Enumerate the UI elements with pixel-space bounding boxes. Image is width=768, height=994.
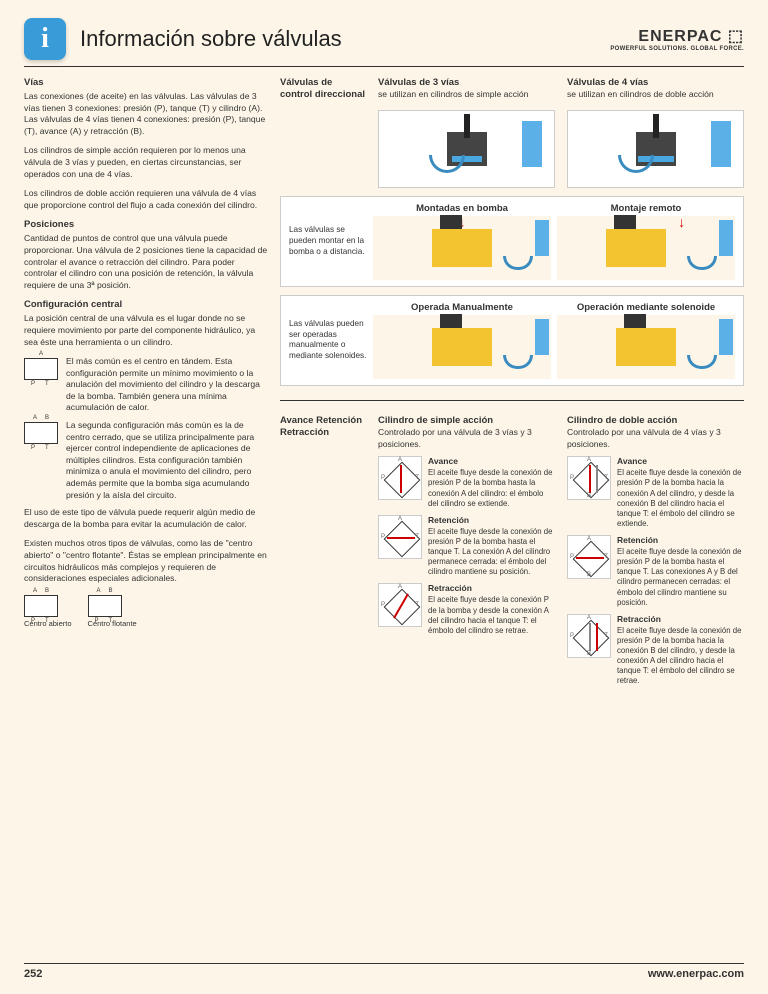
footer-url: www.enerpac.com xyxy=(648,968,744,980)
brand-block: ENERPAC ⬚ POWERFUL SOLUTIONS. GLOBAL FOR… xyxy=(610,26,744,52)
valve-type-grid: Válvulas de control direccional Válvulas… xyxy=(280,77,744,188)
pump-remote-image: ↓ xyxy=(557,216,735,280)
s-avance-text: El aceite fluye desde la conexión de pre… xyxy=(428,468,552,507)
cerrado-schematic-icon: A B P T xyxy=(24,422,58,444)
schematic-icon: APTB xyxy=(567,614,611,658)
simple-sub: Controlado por una válvula de 3 vías y 3… xyxy=(378,427,555,450)
otros-p: Existen muchos otros tipos de válvulas, … xyxy=(24,538,268,584)
simple-title: Cilindro de simple acción xyxy=(378,415,555,427)
page-number: 252 xyxy=(24,968,42,980)
control-title: Válvulas de control direccional xyxy=(280,77,366,102)
arr-title: Avance Retención Retracción xyxy=(280,415,366,451)
avance-label: Avance xyxy=(617,456,744,467)
cerrado-row: A B P T La segunda configuración más com… xyxy=(24,420,268,501)
section-divider xyxy=(280,400,744,401)
v3-sub: se utilizan en cilindros de simple acció… xyxy=(378,89,555,101)
doble-title: Cilindro de doble acción xyxy=(567,415,744,427)
centro-abierto-schematic-icon: A B P T xyxy=(24,595,58,617)
vias-p3: Los cilindros de doble acción requieren … xyxy=(24,188,268,211)
valve-3way-image xyxy=(378,110,555,188)
brand-tagline: POWERFUL SOLUTIONS. GLOBAL FORCE. xyxy=(610,46,744,52)
brand-name: ENERPAC ⬚ xyxy=(610,26,744,46)
page-footer: 252 www.enerpac.com xyxy=(24,963,744,980)
schematic-icon: APT xyxy=(378,583,422,627)
right-column: Válvulas de control direccional Válvulas… xyxy=(280,77,744,693)
info-icon: i xyxy=(24,18,66,60)
mount1-label: Las válvulas se pueden montar en la bomb… xyxy=(289,225,367,257)
header-divider xyxy=(24,66,744,67)
simple-retraccion: APT RetracciónEl aceite fluye desde la c… xyxy=(378,583,555,636)
pump-mounted-image: ↓ xyxy=(373,216,551,280)
vias-p2: Los cilindros de simple acción requieren… xyxy=(24,145,268,180)
tandem-text: El más común es el centro en tándem. Est… xyxy=(66,356,268,414)
d-avance-text: El aceite fluye desde la conexión de pre… xyxy=(617,468,741,528)
pump-solenoid-image xyxy=(557,315,735,379)
v4-title: Válvulas de 4 vías xyxy=(567,77,744,89)
schematic-icon: APTB xyxy=(567,535,611,579)
mount-block-2: Las válvulas pueden ser operadas manualm… xyxy=(280,295,744,386)
page-title: Información sobre válvulas xyxy=(80,26,342,52)
simple-avance: APT AvanceEl aceite fluye desde la conex… xyxy=(378,456,555,509)
pump-manual-image xyxy=(373,315,551,379)
doble-retraccion: APTB RetracciónEl aceite fluye desde la … xyxy=(567,614,744,687)
s-reten-text: El aceite fluye desde la conexión de pre… xyxy=(428,527,552,577)
main-columns: Vías Las conexiones (de aceite) en las v… xyxy=(24,77,744,693)
mount2-label: Las válvulas pueden ser operadas manualm… xyxy=(289,319,367,362)
action-grid: Avance Retención Retracción Cilindro de … xyxy=(280,415,744,693)
mount1-a-title: Montadas en bomba xyxy=(373,203,551,214)
schematic-icon: APTB xyxy=(567,456,611,500)
header-left: i Información sobre válvulas xyxy=(24,18,342,60)
d-reten-text: El aceite fluye desde la conexión de pre… xyxy=(617,547,741,607)
arrow-icon: ↓ xyxy=(678,214,685,230)
page-header: i Información sobre válvulas ENERPAC ⬚ P… xyxy=(24,18,744,60)
valve-4way-image xyxy=(567,110,744,188)
s-retrac-text: El aceite fluye desde la conexión P de l… xyxy=(428,595,549,634)
posiciones-p: Cantidad de puntos de control que una vá… xyxy=(24,233,268,291)
doble-retencion: APTB RetenciónEl aceite fluye desde la c… xyxy=(567,535,744,608)
mount2-b-title: Operación mediante solenoide xyxy=(557,302,735,313)
v4-sub: se utilizan en cilindros de doble acción xyxy=(567,89,744,101)
doble-avance: APTB AvanceEl aceite fluye desde la cone… xyxy=(567,456,744,529)
retencion-label: Retención xyxy=(617,535,744,546)
avance-label: Avance xyxy=(428,456,555,467)
schematic-icon: APT xyxy=(378,515,422,559)
schematic-icon: APT xyxy=(378,456,422,500)
uso-p: El uso de este tipo de válvula puede req… xyxy=(24,507,268,530)
doble-sub: Controlado por una válvula de 4 vías y 3… xyxy=(567,427,744,450)
mount2-a-title: Operada Manualmente xyxy=(373,302,551,313)
left-column: Vías Las conexiones (de aceite) en las v… xyxy=(24,77,268,693)
d-retrac-text: El aceite fluye desde la conexión de pre… xyxy=(617,626,741,686)
mount-block-1: Las válvulas se pueden montar en la bomb… xyxy=(280,196,744,287)
retraccion-label: Retracción xyxy=(617,614,744,625)
mount1-b-title: Montaje remoto xyxy=(557,203,735,214)
vias-heading: Vías xyxy=(24,77,268,88)
cerrado-text: La segunda configuración más común es la… xyxy=(66,420,268,501)
config-p1: La posición central de una válvula es el… xyxy=(24,313,268,348)
v3-title: Válvulas de 3 vías xyxy=(378,77,555,89)
retencion-label: Retención xyxy=(428,515,555,526)
tandem-row: A P T El más común es el centro en tánde… xyxy=(24,356,268,414)
tandem-schematic-icon: A P T xyxy=(24,358,58,380)
retraccion-label: Retracción xyxy=(428,583,555,594)
schematic-pair: A B P T Centro abierto A B P T Centro fl… xyxy=(24,593,268,628)
simple-retencion: APT RetenciónEl aceite fluye desde la co… xyxy=(378,515,555,578)
posiciones-heading: Posiciones xyxy=(24,219,268,230)
config-heading: Configuración central xyxy=(24,299,268,310)
vias-p1: Las conexiones (de aceite) en las válvul… xyxy=(24,91,268,137)
centro-flotante-schematic-icon: A B P T xyxy=(88,595,122,617)
